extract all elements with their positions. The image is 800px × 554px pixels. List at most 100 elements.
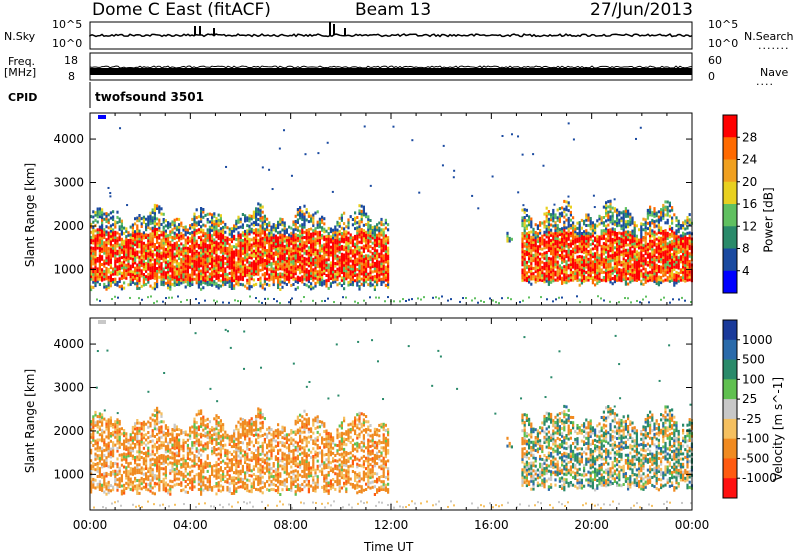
echo-cell bbox=[107, 283, 110, 287]
echo-cell bbox=[682, 270, 685, 274]
echo-cell bbox=[638, 269, 641, 273]
echo-cell bbox=[627, 266, 630, 270]
echo-cell bbox=[127, 233, 130, 237]
echo-cell bbox=[605, 229, 608, 233]
echo-cell bbox=[547, 277, 550, 281]
echo-cell bbox=[274, 237, 277, 241]
ground-scatter-cell bbox=[303, 296, 305, 299]
echo-cell bbox=[255, 282, 258, 286]
echo-cell bbox=[367, 220, 370, 224]
echo-cell bbox=[244, 214, 247, 218]
echo-cell bbox=[347, 254, 350, 258]
echo-cell bbox=[151, 258, 154, 261]
echo-cell bbox=[688, 278, 691, 282]
ground-scatter-cell bbox=[240, 300, 242, 303]
echo-cell bbox=[96, 220, 99, 224]
echo-cell bbox=[228, 253, 231, 257]
echo-cell bbox=[380, 233, 383, 237]
echo-cell bbox=[292, 243, 295, 247]
echo-cell bbox=[147, 233, 150, 237]
echo-cell bbox=[613, 269, 616, 273]
echo-cell bbox=[662, 266, 665, 270]
echo-cell bbox=[550, 218, 553, 222]
echo-cell bbox=[186, 278, 189, 281]
echo-cell bbox=[684, 253, 687, 257]
echo-cell bbox=[314, 237, 317, 241]
echo-cell bbox=[655, 242, 658, 246]
echo-cell bbox=[307, 272, 310, 276]
echo-cell bbox=[613, 233, 616, 237]
echo-cell bbox=[310, 266, 313, 270]
echo-cell bbox=[175, 251, 178, 255]
echo-cell bbox=[347, 247, 350, 251]
echo-cell bbox=[233, 279, 236, 283]
scatter-dot bbox=[225, 165, 228, 168]
echo-cell bbox=[175, 283, 178, 286]
echo-cell bbox=[602, 270, 605, 274]
echo-cell bbox=[660, 281, 663, 285]
echo-cell bbox=[116, 270, 119, 274]
echo-cell bbox=[567, 201, 570, 205]
echo-cell bbox=[673, 283, 676, 287]
echo-cell bbox=[202, 228, 205, 232]
echo-cell bbox=[217, 247, 220, 251]
echo-cell bbox=[226, 226, 229, 230]
echo-cell bbox=[367, 225, 370, 229]
echo-cell bbox=[90, 477, 93, 481]
echo-cell bbox=[554, 255, 557, 259]
echo-cell bbox=[171, 264, 174, 268]
ground-scatter-cell bbox=[435, 296, 437, 299]
echo-cell bbox=[649, 213, 652, 217]
echo-cell bbox=[305, 278, 308, 282]
echo-cell bbox=[237, 249, 240, 253]
echo-cell bbox=[235, 269, 238, 273]
echo-cell bbox=[360, 215, 363, 219]
echo-cell bbox=[244, 219, 247, 223]
echo-cell bbox=[193, 259, 196, 263]
echo-cell bbox=[541, 221, 544, 225]
echo-cell bbox=[664, 236, 667, 240]
echo-cell bbox=[208, 280, 211, 284]
echo-cell bbox=[294, 246, 297, 250]
echo-cell bbox=[153, 266, 156, 270]
echo-cell bbox=[285, 257, 288, 260]
echo-cell bbox=[591, 270, 594, 274]
echo-cell bbox=[572, 273, 575, 277]
echo-cell bbox=[158, 270, 161, 274]
echo-cell bbox=[259, 237, 262, 241]
echo-cell bbox=[340, 239, 343, 243]
echo-cell bbox=[120, 248, 123, 252]
echo-cell bbox=[118, 269, 121, 273]
echo-cell bbox=[224, 225, 227, 229]
echo-cell bbox=[373, 251, 376, 255]
echo-cell bbox=[688, 273, 691, 277]
echo-cell bbox=[246, 271, 249, 274]
echo-cell bbox=[534, 275, 537, 279]
echo-cell bbox=[182, 270, 185, 274]
echo-cell bbox=[686, 218, 689, 222]
echo-cell bbox=[561, 255, 564, 259]
echo-cell bbox=[627, 222, 630, 226]
echo-cell bbox=[314, 276, 317, 280]
echo-cell bbox=[206, 267, 209, 271]
echo-cell bbox=[585, 239, 588, 243]
echo-cell bbox=[191, 241, 194, 245]
echo-cell bbox=[92, 228, 95, 232]
ground-scatter-cell bbox=[369, 296, 371, 299]
echo-cell bbox=[213, 267, 216, 270]
echo-cell bbox=[567, 235, 570, 239]
echo-cell bbox=[554, 231, 557, 235]
echo-cell bbox=[673, 236, 676, 240]
echo-cell bbox=[550, 267, 553, 271]
echo-cell bbox=[186, 252, 189, 255]
echo-cell bbox=[299, 211, 302, 215]
echo-cell bbox=[620, 271, 623, 275]
echo-cell bbox=[561, 250, 564, 254]
echo-cell bbox=[550, 215, 553, 219]
echo-cell bbox=[294, 220, 297, 223]
echo-cell bbox=[523, 226, 526, 230]
echo-cell bbox=[358, 277, 361, 281]
echo-cell bbox=[354, 253, 357, 257]
echo-cell bbox=[607, 205, 610, 209]
echo-cell bbox=[534, 254, 537, 258]
